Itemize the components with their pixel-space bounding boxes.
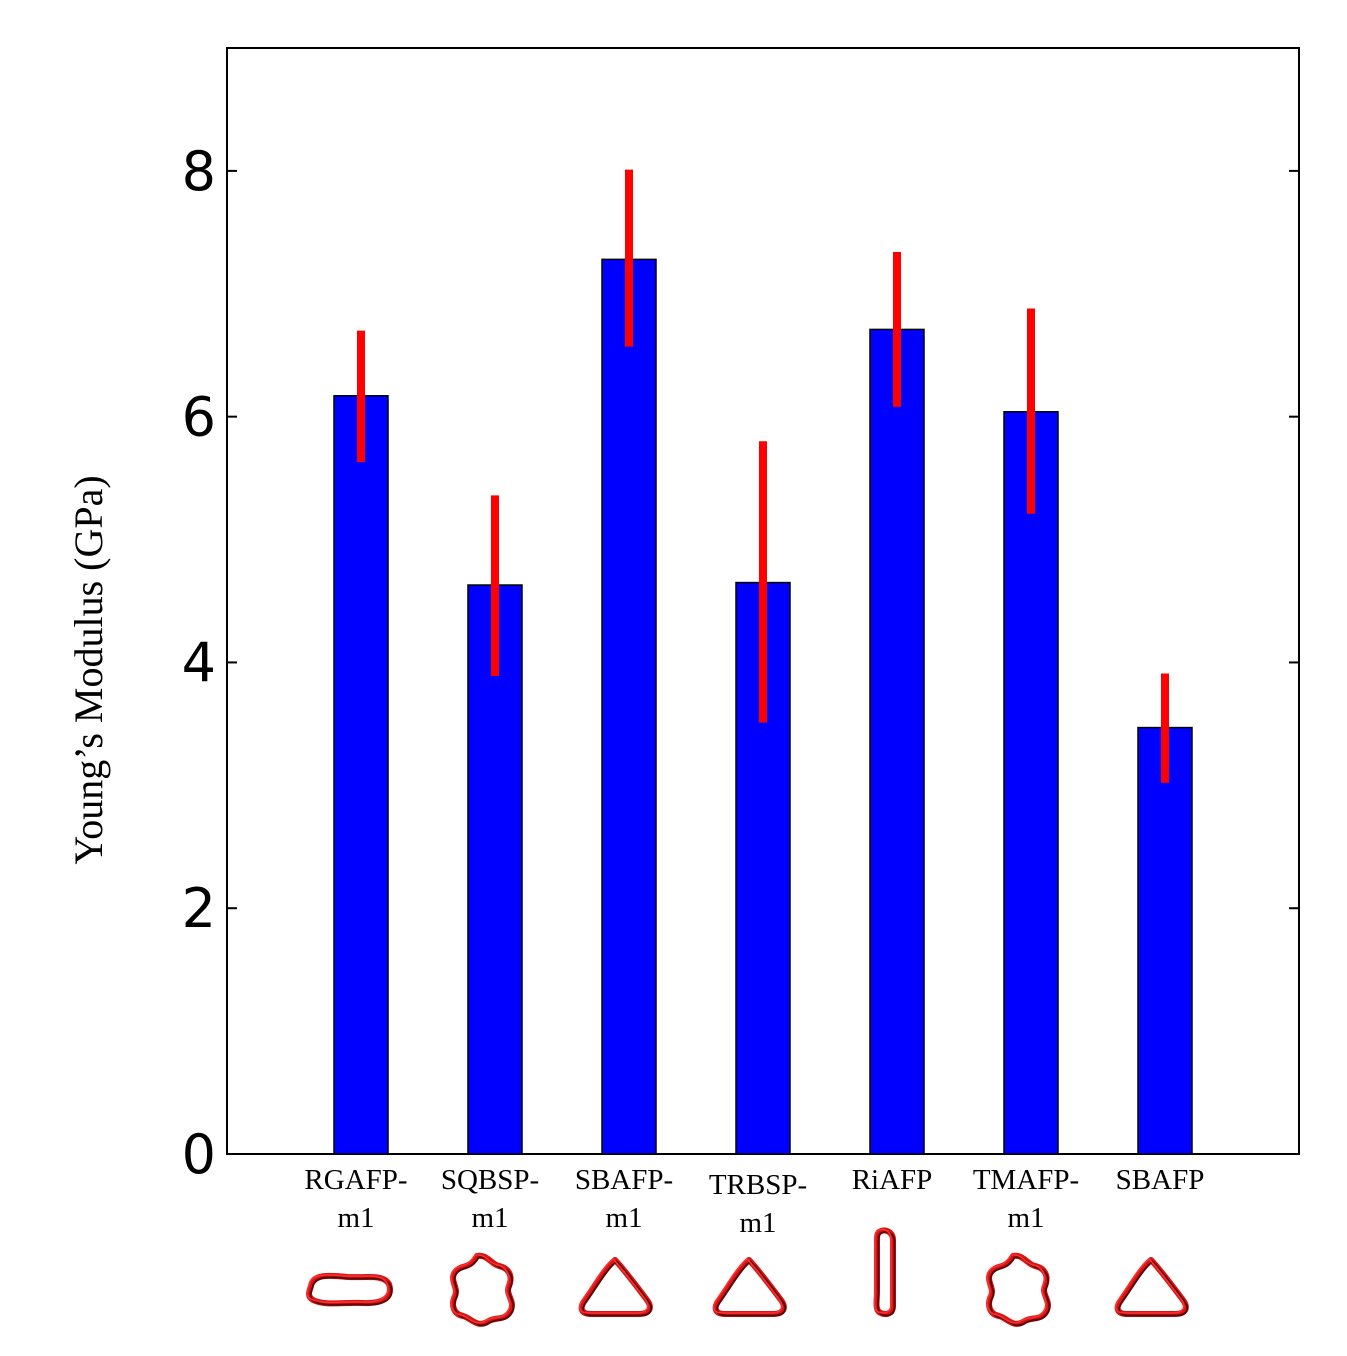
category-label-line2: m1 (739, 1207, 776, 1239)
square-protein-structure-icon (450, 1252, 515, 1327)
y-tick-label: 2 (182, 877, 216, 940)
triangular-protein-structure-icon (1114, 1257, 1189, 1317)
bar (467, 584, 523, 1155)
category-label: RGAFP- (304, 1164, 407, 1196)
category-label: SBAFP- (575, 1164, 673, 1196)
bar (601, 258, 657, 1155)
triangular-protein-structure-icon (578, 1257, 653, 1317)
category-label: TMAFP- (973, 1164, 1079, 1196)
bar (333, 395, 389, 1155)
category-label-line2: m1 (1007, 1202, 1044, 1234)
category-label-line2: m1 (471, 1202, 508, 1234)
y-tick-label: 8 (182, 140, 216, 203)
y-tick-label: 0 (182, 1123, 216, 1186)
circular-protein-structure-icon (306, 1272, 393, 1307)
category-label-line2: m1 (337, 1202, 374, 1234)
category-label: RiAFP (852, 1164, 933, 1196)
triangular-protein-structure-icon (712, 1257, 787, 1317)
y-tick-label: 4 (182, 631, 216, 694)
square-protein-structure-icon (986, 1252, 1051, 1327)
flat-protein-structure-icon (873, 1227, 896, 1317)
y-axis-label: Young’s Modulus (GPa) (66, 475, 111, 864)
bar (1137, 726, 1193, 1155)
bar (1003, 411, 1059, 1155)
category-label-line2: m1 (605, 1202, 642, 1234)
bar (869, 328, 925, 1155)
category-label: SQBSP- (441, 1164, 539, 1196)
category-label: TRBSP- (709, 1169, 807, 1201)
category-label: SBAFP (1116, 1164, 1205, 1196)
y-tick-label: 6 (182, 386, 216, 449)
